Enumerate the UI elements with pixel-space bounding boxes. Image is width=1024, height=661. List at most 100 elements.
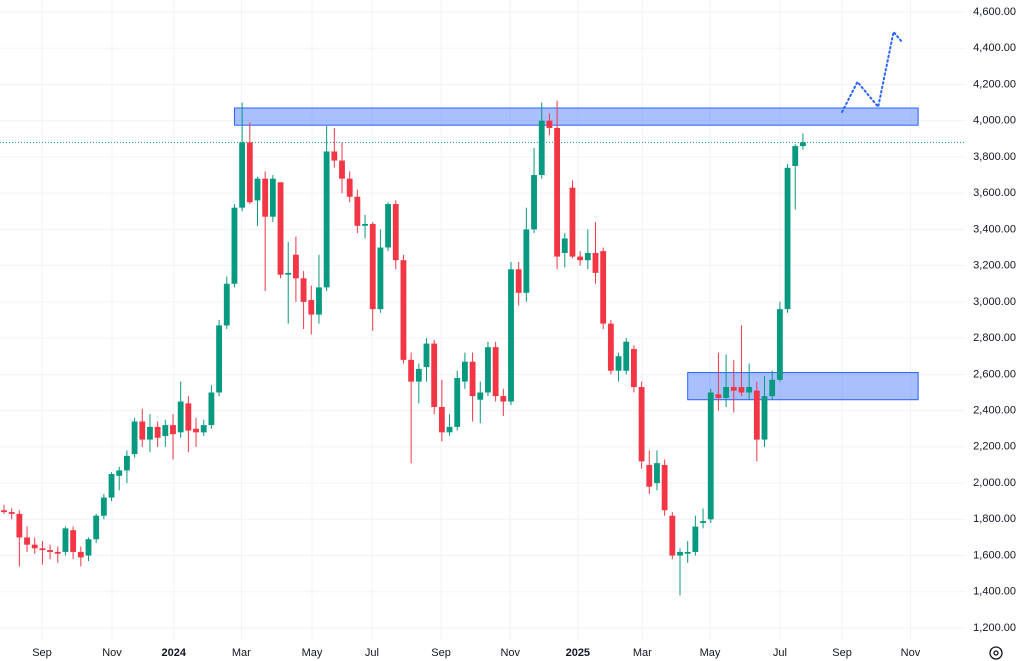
candle-body [669,515,676,556]
candle-body [715,394,722,398]
y-tick-label: 2,800.00 [973,332,1016,344]
candle-body [415,368,422,382]
candle-body [446,426,453,433]
candle-body [354,196,361,226]
candle-body [200,425,207,433]
candle-body [515,269,522,293]
x-tick-label: Sep [832,647,852,659]
candle-body [423,343,430,368]
candle-body [531,175,537,230]
candle-body [761,396,768,440]
y-tick-label: 4,200.00 [973,78,1016,90]
candle-body [316,287,322,315]
candle-body [339,160,345,179]
candle-body [654,463,660,484]
candle-body [116,470,123,476]
x-tick-label: Jul [365,647,379,659]
candle-body [438,406,445,433]
candle-body [47,550,54,552]
candle-body [254,178,261,201]
candle-body [792,146,799,166]
candle-body [730,387,737,391]
candle-body [292,254,299,279]
candle-body [746,387,753,393]
zone [687,372,919,401]
y-tick-label: 1,600.00 [973,549,1016,561]
y-tick-label: 2,400.00 [973,405,1016,417]
candle-body [500,396,507,402]
y-tick-label: 3,000.00 [973,296,1016,308]
candle-body [661,464,668,511]
candle-body [323,151,330,288]
y-tick-label: 1,800.00 [973,513,1016,525]
x-tick-label: Mar [633,647,652,659]
candle-body [177,401,184,433]
candle-body [85,539,92,556]
candle-body [139,421,146,440]
candle-body [392,204,399,261]
y-tick-label: 4,600.00 [973,6,1016,18]
candle-body [677,551,683,556]
candle-body [346,178,353,197]
x-tick-label: 2024 [162,647,187,659]
candle-body [262,178,269,217]
candle-body [799,142,806,147]
candle-body [546,120,553,128]
y-tick-label: 3,600.00 [973,187,1016,199]
candle-body [431,343,438,407]
candle-body [100,497,107,516]
candle-body [638,387,645,462]
candle-body [385,204,392,248]
candle-body [131,421,138,455]
x-tick-label: Sep [431,647,451,659]
candle-body [147,426,153,440]
candle-body [185,403,192,431]
candle-body [646,464,653,487]
candle-body [193,428,199,433]
candle-body [461,361,468,382]
projection-line [841,29,904,113]
candle-body [54,551,61,554]
candle-body [223,283,230,326]
candle-body [454,377,461,427]
candle-body [300,278,307,302]
y-tick-label: 3,200.00 [973,260,1016,272]
y-tick-label: 3,800.00 [973,151,1016,163]
candle-body [469,361,476,397]
candle-body [93,515,100,540]
candle-body [492,347,499,397]
y-tick-label: 4,400.00 [973,42,1016,54]
candle-body [362,223,368,226]
candle-body [554,127,561,257]
x-tick-label: Nov [901,647,921,659]
x-tick-label: Nov [102,647,122,659]
candle-body [684,551,691,554]
settings-button[interactable] [989,646,1003,660]
candle-body [246,142,253,203]
candle-body [569,187,576,257]
candle-body [231,207,238,284]
candle-body [331,151,338,161]
candle-body [584,252,591,261]
candle-body [170,425,176,435]
candle-body [769,379,776,397]
candle-body [623,341,630,371]
candle-body [154,426,161,438]
candle-body [277,182,284,275]
candle-body [1,510,7,513]
candle-body [561,238,568,253]
candle-body [377,247,384,310]
candle-body [162,425,169,436]
y-tick-label: 3,400.00 [973,223,1016,235]
candle-body [285,272,292,275]
candle-body [592,252,599,273]
candle-body [239,142,246,208]
x-tick-label: Nov [500,647,520,659]
candle-body [508,269,514,402]
x-tick-label: May [700,647,721,659]
candle-body [8,512,15,514]
candle-body [216,325,223,393]
x-tick-label: Jul [773,647,787,659]
candle-body [615,356,622,371]
